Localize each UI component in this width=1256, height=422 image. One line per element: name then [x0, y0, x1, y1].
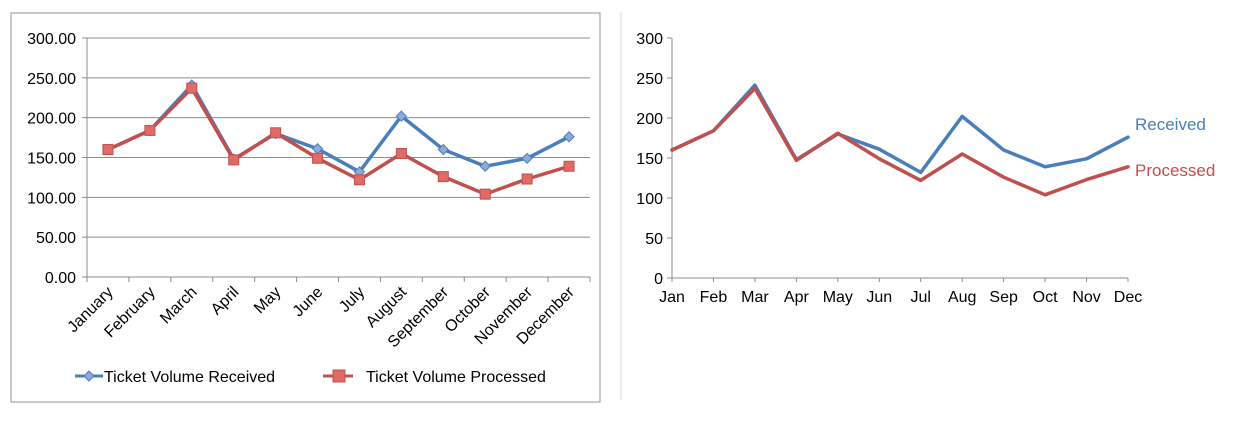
right-x-tick-label: Mar [741, 289, 769, 306]
received-point [521, 152, 533, 165]
processed-point [479, 188, 491, 200]
left-series-line-processed [106, 86, 571, 196]
processed-point [270, 127, 282, 139]
left-y-tick-label: 300.00 [27, 31, 76, 48]
left-y-tick-label: 0.00 [45, 270, 76, 287]
right-series-line-processed [670, 86, 1130, 197]
right-x-tick-label: May [823, 289, 853, 306]
processed-point [521, 173, 533, 185]
left-y-tick-label: 250.00 [27, 71, 76, 88]
right-y-tick-label: 200 [636, 111, 663, 128]
processed-point [312, 152, 324, 164]
received-point [479, 160, 491, 172]
legend-received-label: Ticket Volume Received [104, 369, 275, 386]
left-y-axis: 0.00 50.00 100.00 150.00 200.00 250.00 300.00 [27, 31, 88, 287]
left-y-tick-label: 50.00 [36, 230, 76, 247]
right-x-tick-label: Dec [1114, 289, 1142, 306]
right-y-tick-label: 50 [645, 231, 663, 248]
left-chart-frame [10, 12, 601, 403]
left-series [102, 79, 575, 200]
right-x-tick-label: Jun [866, 289, 892, 306]
processed-point [144, 124, 156, 136]
processed-point [228, 154, 240, 166]
right-x-tick-label: Jan [659, 289, 685, 306]
legend-processed-marker [332, 369, 346, 383]
right-y-tick-label: 0 [654, 271, 663, 288]
left-y-tick-label: 200.00 [27, 111, 76, 128]
right-series [670, 83, 1130, 197]
right-label-processed: Processed [1135, 161, 1215, 180]
right-x-axis: Jan Feb Mar Apr May Jun Jul Aug Sep Oct Nov Dec [659, 277, 1142, 306]
left-y-tick-label: 150.00 [27, 151, 76, 168]
right-label-received: Received [1135, 115, 1206, 134]
received-point [395, 110, 408, 122]
processed-point [102, 144, 114, 156]
right-series-line-received [670, 83, 1130, 175]
processed-point [563, 160, 575, 172]
right-x-tick-label: Aug [948, 289, 976, 306]
right-y-tick-label: 100 [636, 191, 663, 208]
right-x-tick-label: Sep [989, 289, 1018, 306]
right-y-tick-label: 150 [636, 151, 663, 168]
right-series-labels: Received Processed [1135, 115, 1215, 180]
processed-point [186, 82, 198, 94]
received-point [563, 131, 575, 143]
left-series-line-received [106, 83, 571, 174]
right-chart: 0 50 100 150 200 250 300 Jan Feb Mar Apr May Jun Jul… [636, 31, 1215, 306]
processed-point [353, 174, 365, 186]
right-x-tick-label: Feb [700, 289, 728, 306]
right-y-axis: 0 50 100 150 200 250 300 [636, 31, 673, 288]
left-legend: Ticket Volume Received Ticket Volume Proc… [75, 369, 546, 386]
legend-received-marker [83, 370, 95, 382]
processed-point [395, 148, 407, 160]
received-point [437, 143, 449, 156]
processed-point [437, 171, 449, 183]
right-x-tick-label: Jul [911, 289, 931, 306]
right-x-tick-label: Nov [1072, 289, 1100, 306]
left-y-tick-label: 100.00 [27, 190, 76, 207]
right-y-tick-label: 300 [636, 31, 663, 48]
legend-processed-label: Ticket Volume Processed [366, 369, 546, 386]
right-y-tick-label: 250 [636, 71, 663, 88]
right-x-tick-label: Oct [1033, 289, 1058, 306]
right-x-tick-label: Apr [784, 289, 810, 306]
